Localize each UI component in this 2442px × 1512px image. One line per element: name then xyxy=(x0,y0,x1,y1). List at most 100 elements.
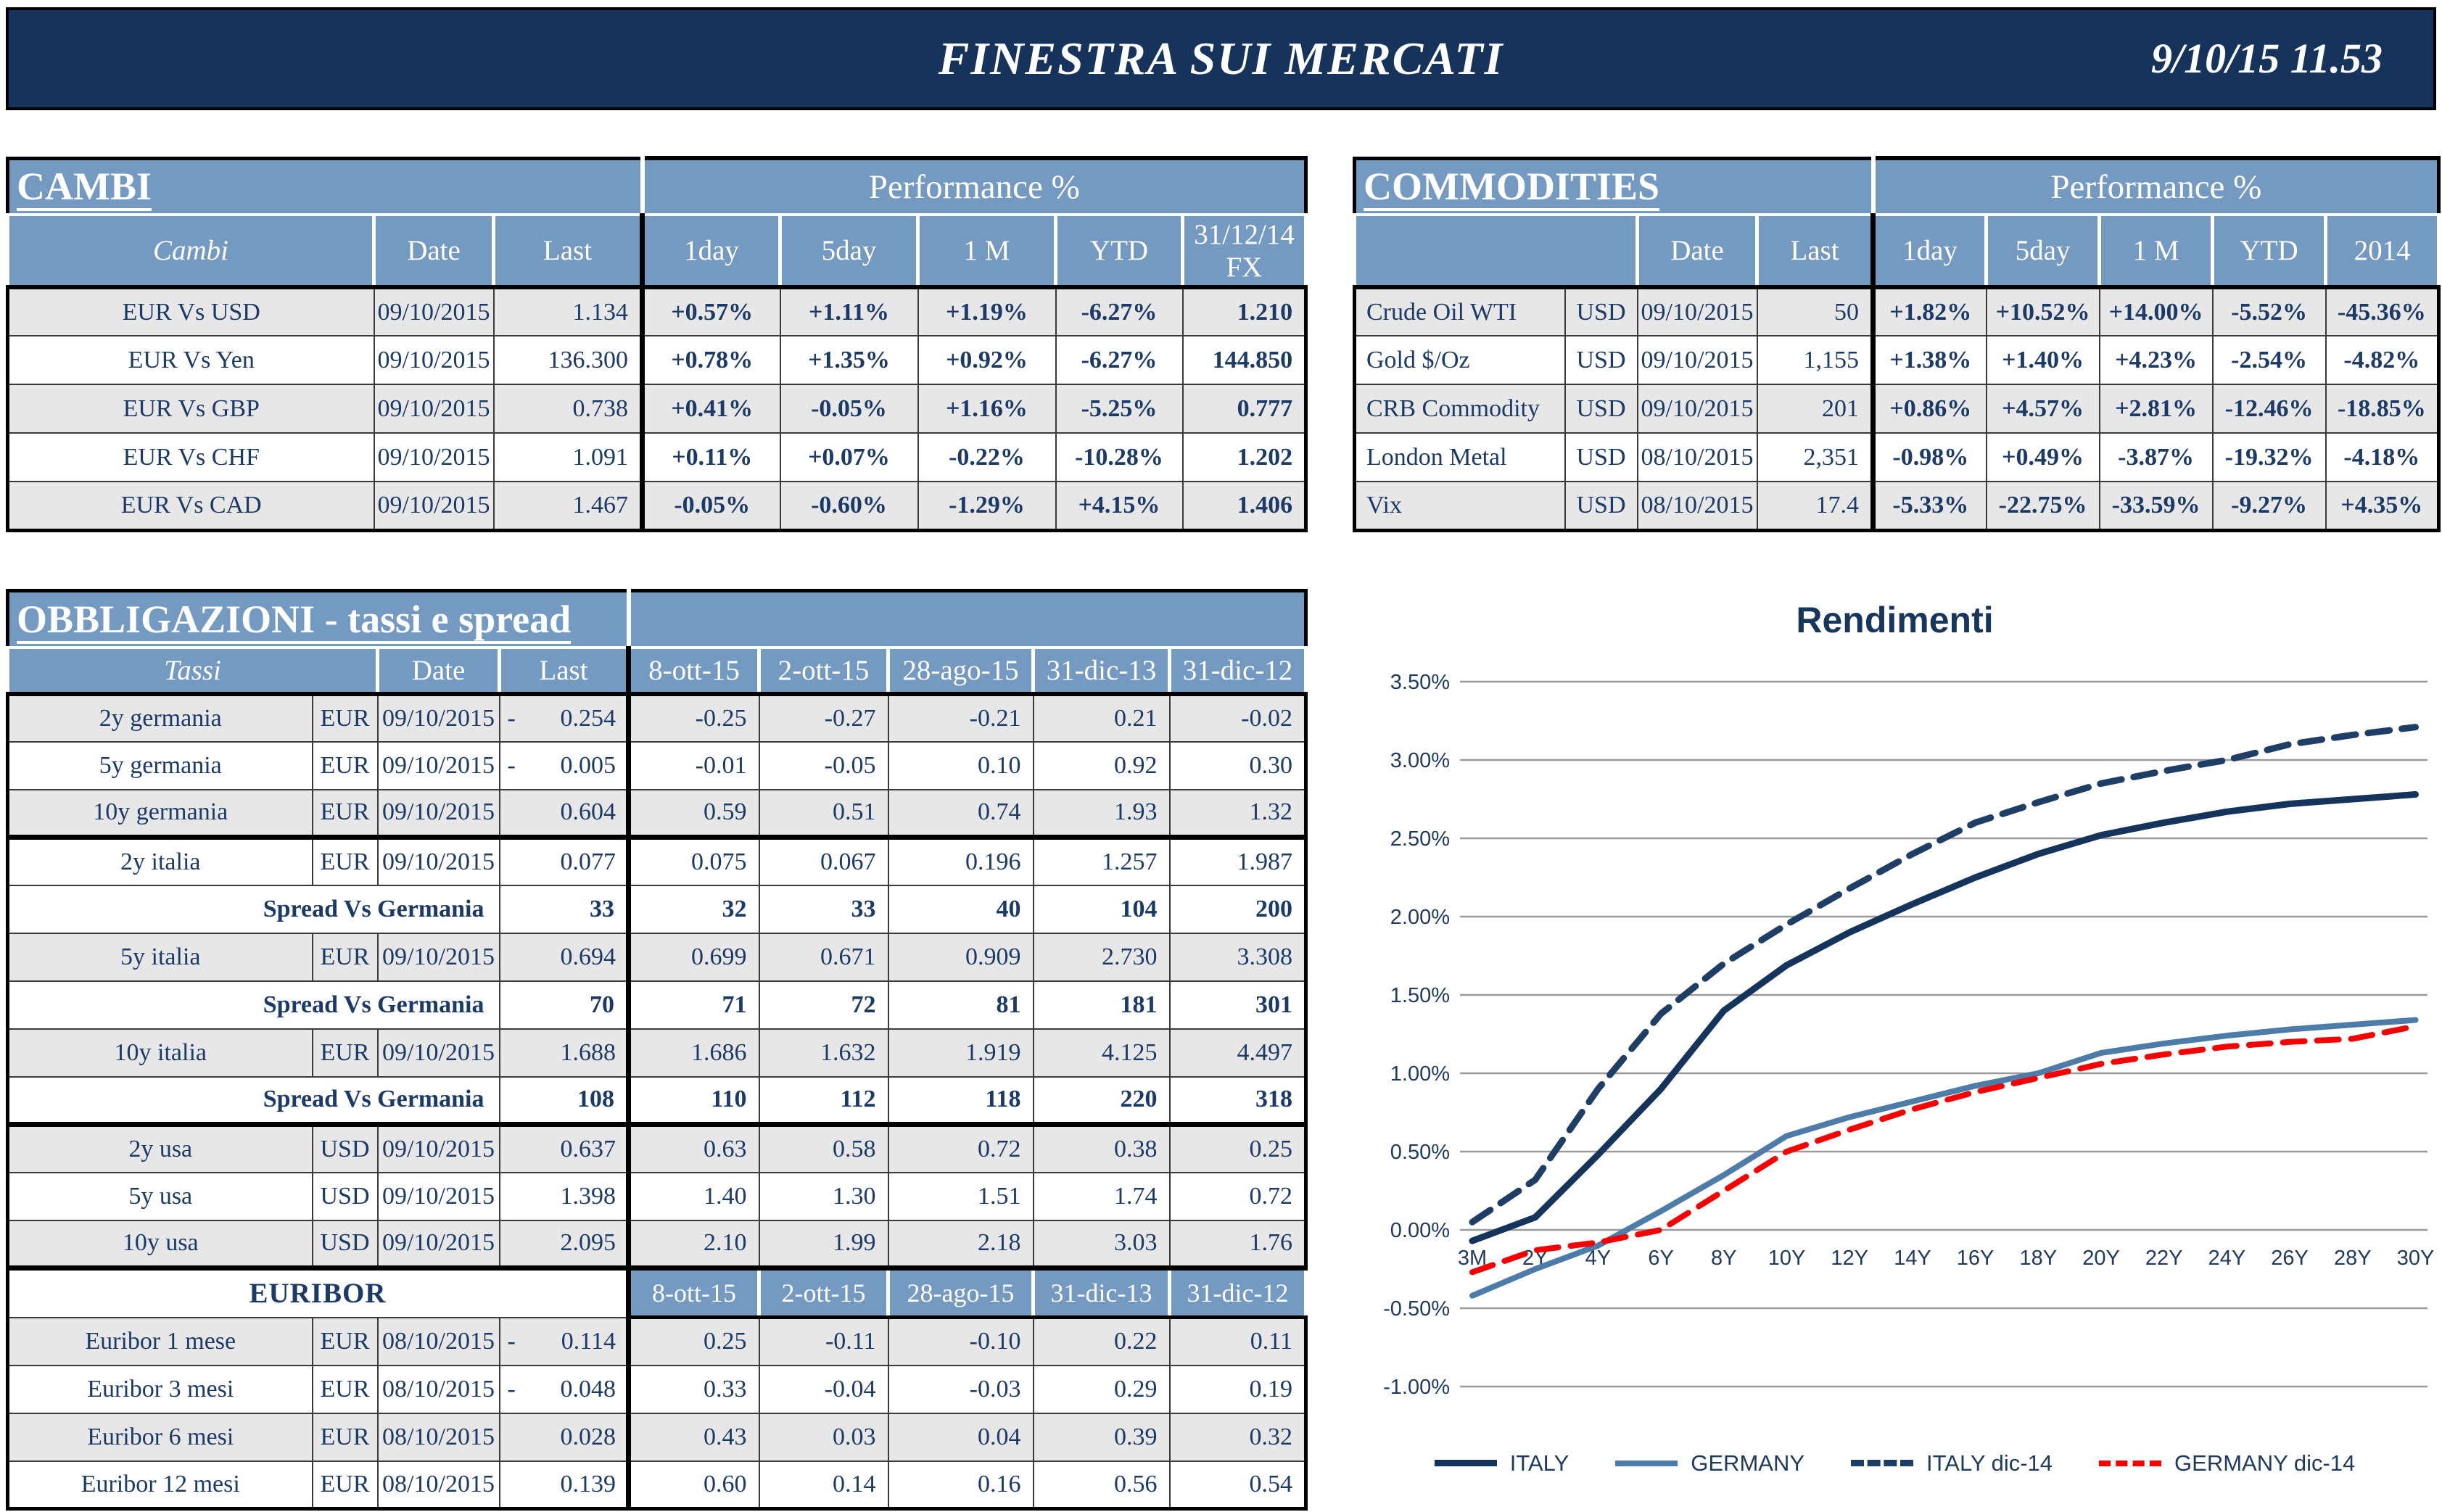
rate-name: Euribor 12 mesi xyxy=(7,1460,313,1510)
historical-value: 1.32 xyxy=(1168,788,1307,838)
performance-value: -9.27% xyxy=(2211,481,2327,531)
historical-value: 0.10 xyxy=(887,740,1034,790)
historical-value: 0.63 xyxy=(626,1122,760,1173)
spread-historical-value: 72 xyxy=(758,980,889,1030)
y-axis-label: -1.00% xyxy=(1383,1376,1450,1399)
last-value: 136.300 xyxy=(492,335,643,385)
commodity-row: London Metal USD 08/10/2015 2,351 -0.98% +0.4… xyxy=(1353,432,2440,482)
euribor-date-header: 2-ott-15 xyxy=(757,1265,890,1319)
x-axis-label: 20Y xyxy=(2082,1247,2120,1270)
spread-historical-value: 33 xyxy=(758,884,889,934)
historical-value: 1.99 xyxy=(758,1219,889,1269)
commodities-title-text: COMMODITIES xyxy=(1364,165,1660,209)
legend-label: ITALY dic-14 xyxy=(1926,1450,2053,1476)
quote-date: 09/10/2015 xyxy=(373,335,495,385)
x-axis-label: 24Y xyxy=(2208,1247,2246,1270)
spread-row: Spread Vs Germania 70 71 72 81 181 301 xyxy=(7,980,1307,1030)
col-tassi: Tassi xyxy=(6,645,379,696)
performance-value: +0.86% xyxy=(1870,384,1987,434)
spread-historical-value: 181 xyxy=(1032,980,1171,1030)
quote-date: 09/10/2015 xyxy=(376,740,500,790)
quote-date: 09/10/2015 xyxy=(376,1028,500,1078)
pair-name: EUR Vs GBP xyxy=(7,384,375,434)
historical-value: 0.075 xyxy=(626,835,760,886)
quote-date: 08/10/2015 xyxy=(376,1364,500,1414)
y-axis-label: 3.50% xyxy=(1390,671,1450,694)
fx-reference-value: 1.202 xyxy=(1181,432,1307,482)
historical-value: -0.11 xyxy=(758,1316,889,1366)
minus-sign: - xyxy=(507,1375,516,1402)
rate-row: 2y germania EUR 09/10/2015- 0.254 -0.25 -0.27… xyxy=(7,693,1307,743)
col-last: Last xyxy=(498,645,630,696)
legend-item: ITALY dic-14 xyxy=(1851,1450,2053,1476)
currency: EUR xyxy=(311,1460,379,1510)
bonds-band: OBBLIGAZIONI - tassi e spread xyxy=(7,589,1306,648)
quote-date: 09/10/2015 xyxy=(1636,335,1758,385)
performance-value: +1.82% xyxy=(1870,286,1987,336)
y-axis-label: 1.50% xyxy=(1390,984,1450,1007)
col-hist-5: 31-dic-12 xyxy=(1168,645,1308,696)
rate-name: 5y germania xyxy=(7,740,313,790)
quote-date: 08/10/2015 xyxy=(376,1460,500,1510)
historical-value: 2.730 xyxy=(1032,932,1171,982)
historical-value: -0.01 xyxy=(626,740,760,790)
rate-name: Euribor 1 mese xyxy=(7,1316,313,1366)
quote-date: 09/10/2015 xyxy=(1636,286,1758,336)
performance-value: -6.27% xyxy=(1055,286,1184,336)
historical-value: 0.699 xyxy=(626,932,760,982)
bonds-section-title: OBBLIGAZIONI - tassi e spread xyxy=(7,590,631,648)
legend-item: ITALY xyxy=(1434,1450,1569,1476)
last-value: - 0.254 xyxy=(498,693,630,743)
last-number: 2.095 xyxy=(560,1229,616,1257)
spread-historical-value: 71 xyxy=(626,980,760,1030)
last-number: 0.694 xyxy=(560,943,616,970)
performance-value: +0.92% xyxy=(917,335,1057,385)
last-number: 0.048 xyxy=(560,1375,616,1402)
last-number: 0.254 xyxy=(560,704,616,732)
y-axis-label: 2.00% xyxy=(1390,906,1450,929)
report-datetime: 9/10/15 11.53 xyxy=(2150,35,2383,82)
commodity-row: Crude Oil WTI USD 09/10/2015 50 +1.82% +10.52… xyxy=(1353,286,2440,336)
series-italy-dic-14 xyxy=(1469,724,2419,1226)
col-fx: 31/12/14 FX xyxy=(1180,213,1308,289)
performance-value: +4.15% xyxy=(1055,481,1184,531)
col-fx-line2: FX xyxy=(1226,251,1263,283)
performance-value: +1.35% xyxy=(779,335,919,385)
series-germany-dic-14 xyxy=(1469,1023,2419,1276)
historical-value: 0.38 xyxy=(1032,1122,1171,1173)
legend-swatch xyxy=(2099,1460,2162,1466)
quote-date: 09/10/2015 xyxy=(1636,384,1758,434)
commodities-section-title: COMMODITIES xyxy=(1354,158,1876,215)
last-number: 0.114 xyxy=(561,1327,616,1355)
col-1m: 1 M xyxy=(2097,213,2215,289)
historical-value: 2.18 xyxy=(887,1219,1034,1269)
commodities-header-row: Date Last 1day 5day 1 M YTD 2014 xyxy=(1353,213,2441,289)
x-axis-label: 16Y xyxy=(1957,1247,1995,1270)
quote-date: 09/10/2015 xyxy=(376,788,500,838)
commodities-table: COMMODITIES Performance % Date Last 1day… xyxy=(1353,156,2441,532)
historical-value: 0.74 xyxy=(887,788,1034,838)
last-value: 1.467 xyxy=(492,481,643,531)
col-date: Date xyxy=(1635,213,1759,289)
col-ytd: YTD xyxy=(2211,213,2328,289)
historical-value: -0.25 xyxy=(626,693,760,743)
historical-value: 0.51 xyxy=(758,788,889,838)
historical-value: 0.33 xyxy=(626,1364,760,1414)
cambi-row: EUR Vs CAD 09/10/2015 1.467 -0.05% -0.60% -1.… xyxy=(7,481,1307,531)
performance-value: -0.22% xyxy=(917,432,1057,482)
historical-value: -0.02 xyxy=(1168,693,1307,743)
quote-date: 08/10/2015 xyxy=(376,1412,500,1462)
last-value: 1.688 xyxy=(498,1028,630,1078)
historical-value: 0.60 xyxy=(626,1460,760,1510)
currency: USD xyxy=(311,1219,379,1269)
historical-value: 1.257 xyxy=(1032,835,1171,886)
currency: EUR xyxy=(311,1412,379,1462)
col-hist-2: 2-ott-15 xyxy=(757,645,890,696)
y-axis-label: -0.50% xyxy=(1383,1297,1450,1321)
spread-label: Spread Vs Germania xyxy=(7,980,500,1030)
euribor-date-header: 28-ago-15 xyxy=(886,1265,1035,1319)
historical-value: 0.14 xyxy=(758,1460,889,1510)
performance-value: -22.75% xyxy=(1985,481,2100,531)
last-number: 0.005 xyxy=(560,751,616,779)
